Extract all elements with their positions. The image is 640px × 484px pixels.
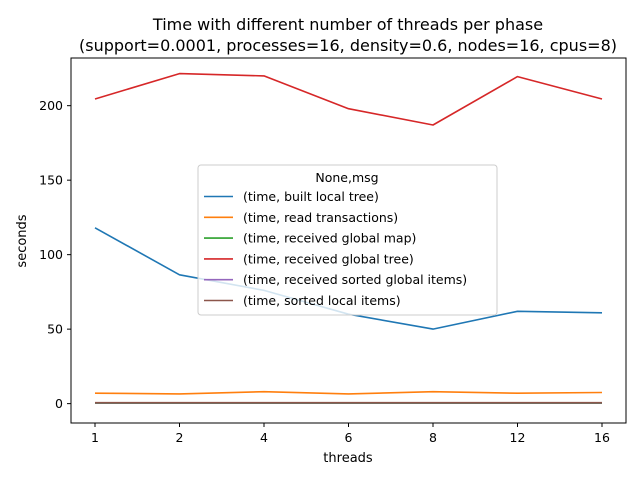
series-line-4 xyxy=(94,72,603,126)
x-tick-label: 6 xyxy=(345,430,353,445)
x-axis-label: threads xyxy=(323,451,373,466)
y-tick-label: 100 xyxy=(39,247,63,262)
legend-label-3: (time, received global map) xyxy=(243,231,416,246)
x-tick-label: 4 xyxy=(260,430,268,445)
y-tick-label: 200 xyxy=(39,98,63,113)
y-tick-label: 50 xyxy=(47,322,63,337)
x-tick-label: 1 xyxy=(91,430,99,445)
legend-label-4: (time, received global tree) xyxy=(243,251,414,266)
x-tick-label: 12 xyxy=(510,430,526,445)
legend-label-1: (time, built local tree) xyxy=(243,189,379,204)
y-axis: 0 50 100 150 200 xyxy=(39,98,71,411)
x-tick-label: 2 xyxy=(176,430,184,445)
x-axis: 1 2 4 6 8 12 16 xyxy=(91,423,610,445)
legend: None,msg (time, built local tree)(time, … xyxy=(197,164,498,316)
chart-title: Time with different number of threads pe… xyxy=(152,15,543,34)
legend-label-6: (time, sorted local items) xyxy=(243,293,401,308)
legend-label-5: (time, received sorted global items) xyxy=(243,272,467,287)
series-line-2 xyxy=(94,390,603,395)
legend-title: None,msg xyxy=(315,170,378,185)
x-tick-label: 8 xyxy=(429,430,437,445)
legend-items: (time, built local tree) (time, read tran… xyxy=(204,189,467,308)
y-axis-label: seconds xyxy=(15,214,30,267)
legend-box xyxy=(197,164,498,316)
legend-label-2: (time, read transactions) xyxy=(243,210,398,225)
y-tick-label: 150 xyxy=(39,173,63,188)
x-tick-label: 16 xyxy=(594,430,610,445)
y-tick-label: 0 xyxy=(55,396,63,411)
chart-subtitle: (support=0.0001, processes=16, density=0… xyxy=(79,36,617,55)
